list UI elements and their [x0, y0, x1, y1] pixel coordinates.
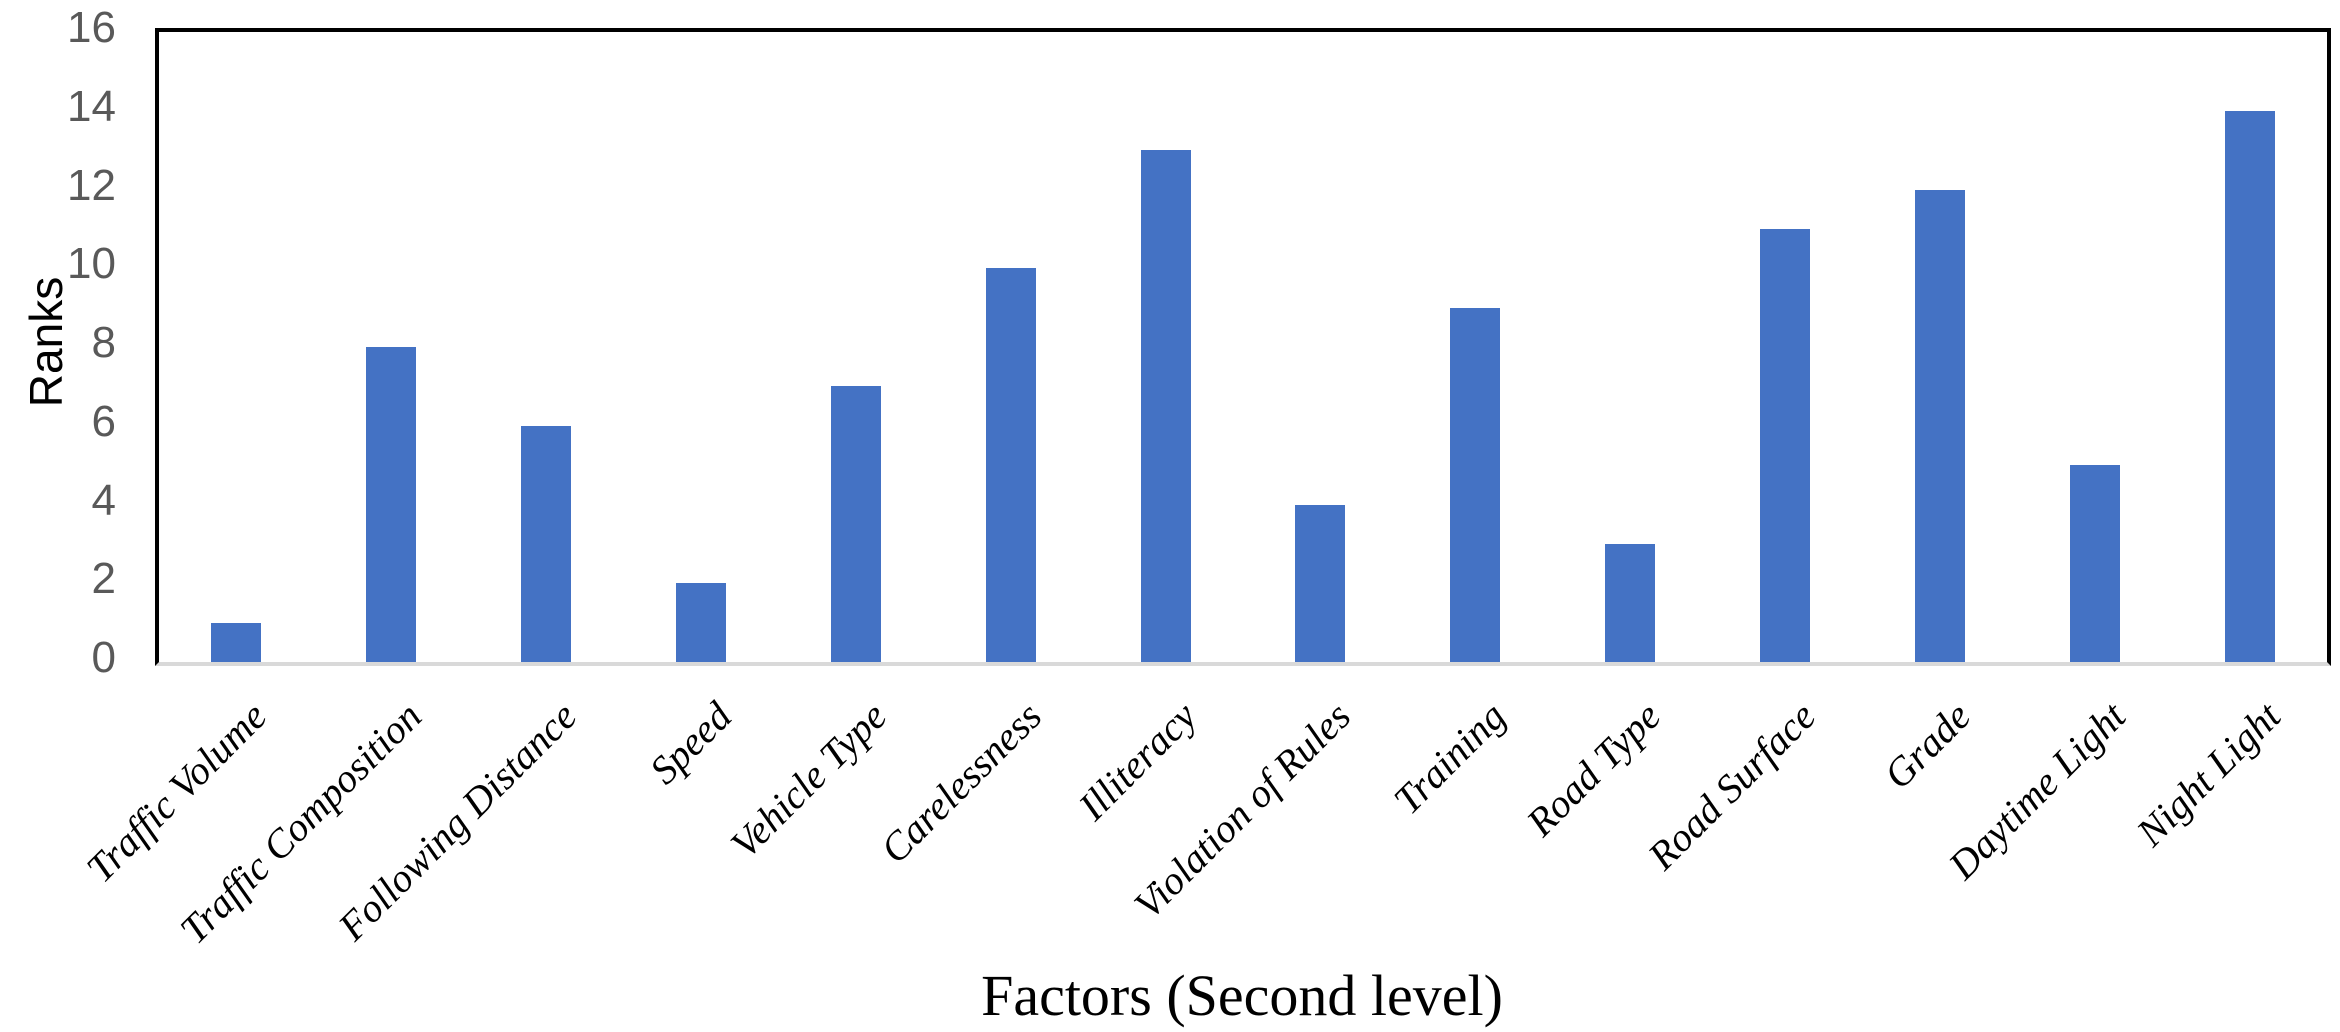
- bar-road-type: [1605, 543, 1656, 662]
- x-tick-label: Vehicle Type: [721, 693, 895, 867]
- bar-traffic-volume: [211, 622, 262, 662]
- y-axis-title: Ranks: [20, 276, 72, 408]
- y-tick-label: 2: [91, 554, 116, 604]
- x-axis-title: Factors (Second level): [981, 963, 1503, 1028]
- bar-following-distance: [521, 425, 572, 662]
- x-tick-label: Grade: [1874, 693, 1979, 798]
- x-tick-label: Night Light: [2127, 693, 2289, 855]
- y-tick-label: 8: [91, 318, 116, 367]
- x-tick-label: Training: [1385, 693, 1515, 823]
- bar-night-light: [2224, 110, 2275, 662]
- y-tick-label: 0: [91, 633, 116, 682]
- y-tick-label: 6: [91, 396, 116, 446]
- y-tick-label: 4: [91, 475, 116, 525]
- plot-area: [155, 28, 2331, 666]
- y-tick-label: 14: [67, 81, 116, 131]
- bar-daytime-light: [2069, 465, 2120, 662]
- x-tick-label: Speed: [640, 693, 741, 793]
- bar-violation-of-rules: [1295, 504, 1346, 662]
- x-tick-label: Carelessness: [871, 693, 1050, 872]
- x-tick-label: Road Surface: [1639, 693, 1825, 879]
- bar-grade: [1914, 189, 1965, 662]
- x-tick-label: Road Type: [1517, 693, 1670, 845]
- y-tick-label: 12: [67, 160, 116, 210]
- bar-speed: [676, 583, 726, 662]
- bar-carelessness: [985, 268, 1036, 662]
- y-tick-label: 16: [67, 3, 116, 52]
- x-tick-label: Illiteracy: [1069, 693, 1205, 829]
- bar-training: [1450, 307, 1501, 662]
- bar-road-surface: [1760, 228, 1810, 662]
- bar-illiteracy: [1140, 150, 1191, 662]
- bar-vehicle-type: [830, 386, 881, 662]
- y-tick-label: 10: [67, 239, 116, 289]
- bar-traffic-composition: [366, 347, 417, 662]
